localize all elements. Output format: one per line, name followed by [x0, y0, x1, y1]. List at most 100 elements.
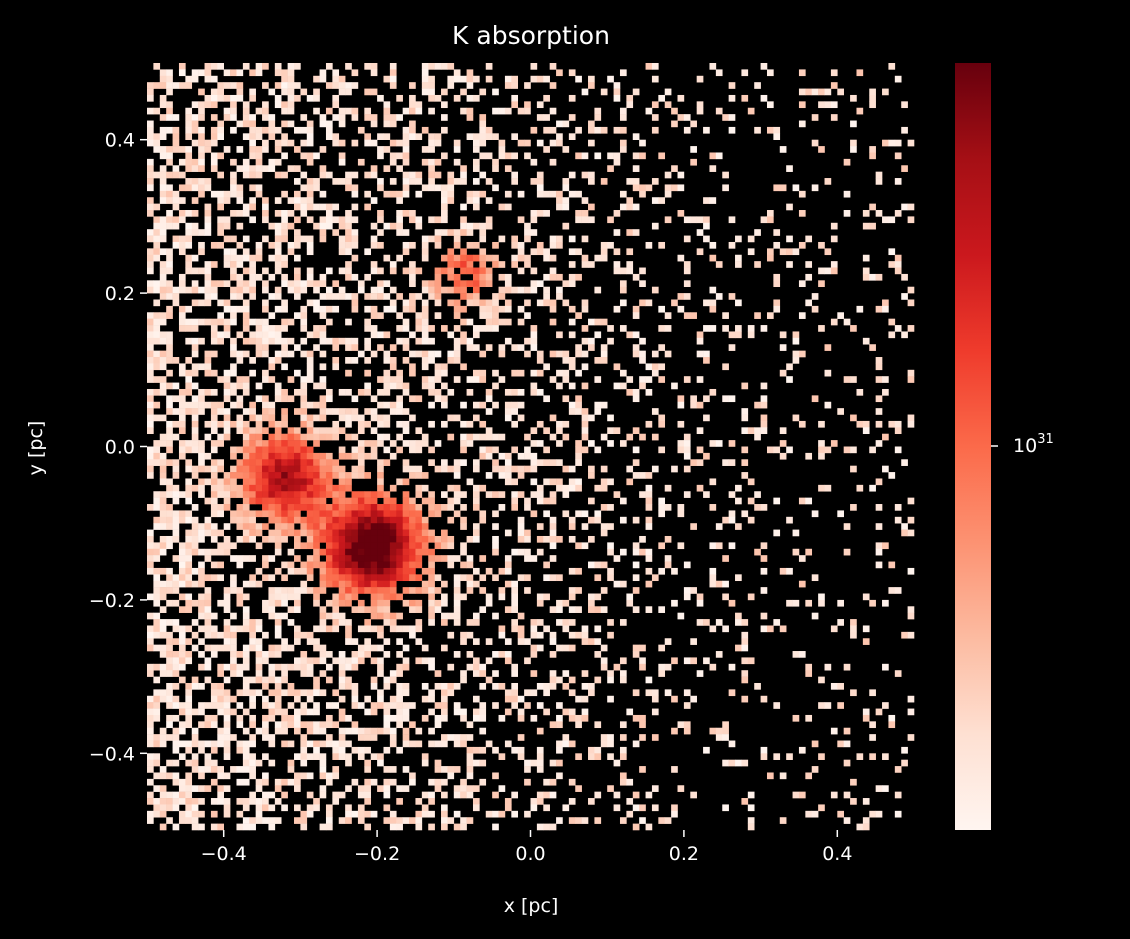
heatmap-cell: [370, 555, 378, 562]
heatmap-cell: [300, 235, 308, 243]
heatmap-cell: [434, 376, 442, 383]
heatmap-cell: [524, 222, 531, 230]
heatmap-cell: [332, 363, 340, 371]
heatmap-cell: [377, 702, 384, 709]
heatmap-cell: [249, 337, 256, 345]
heatmap-cell: [907, 708, 915, 716]
heatmap-cell: [204, 548, 212, 556]
heatmap-cell: [319, 484, 327, 492]
heatmap-cell: [530, 452, 538, 460]
heatmap-cell: [690, 401, 697, 409]
heatmap-cell: [178, 414, 186, 422]
heatmap-cell: [741, 670, 749, 677]
heatmap-cell: [460, 433, 467, 441]
heatmap-cell: [217, 785, 224, 792]
heatmap-cell: [504, 408, 512, 415]
heatmap-cell: [319, 721, 327, 729]
heatmap-cell: [511, 625, 519, 633]
heatmap-cell: [185, 337, 193, 345]
heatmap-cell: [230, 472, 237, 479]
heatmap-cell: [549, 254, 557, 262]
heatmap-cell: [862, 427, 870, 435]
heatmap-cell: [683, 657, 691, 665]
heatmap-cell: [159, 606, 167, 613]
heatmap-cell: [600, 241, 608, 249]
heatmap-cell: [651, 75, 659, 83]
heatmap-cell: [242, 350, 250, 358]
heatmap-cell: [862, 798, 870, 805]
heatmap-cell: [735, 235, 742, 243]
heatmap-cell: [351, 216, 359, 224]
heatmap-cell: [185, 165, 193, 172]
heatmap-cell: [185, 567, 193, 575]
heatmap-cell: [524, 350, 531, 358]
heatmap-cell: [441, 714, 448, 722]
heatmap-cell: [217, 171, 224, 179]
heatmap-cell: [428, 459, 435, 466]
heatmap-cell: [415, 548, 423, 556]
heatmap-cell: [262, 721, 269, 729]
heatmap-cell: [498, 261, 506, 268]
heatmap-cell: [153, 689, 161, 697]
heatmap-cell: [255, 663, 263, 671]
heatmap-cell: [453, 235, 461, 243]
heatmap-cell: [274, 778, 282, 786]
heatmap-cell: [300, 484, 308, 492]
heatmap-cell: [242, 465, 250, 473]
heatmap-cell: [460, 823, 467, 831]
heatmap-cell: [485, 657, 493, 665]
heatmap-cell: [287, 663, 295, 671]
heatmap-cell: [294, 714, 301, 722]
heatmap-cell: [147, 203, 154, 211]
heatmap-cell: [402, 599, 410, 607]
heatmap-cell: [306, 555, 314, 562]
heatmap-cell: [575, 817, 582, 824]
heatmap-cell: [300, 746, 308, 754]
heatmap-cell: [651, 63, 659, 70]
heatmap-cell: [709, 254, 717, 262]
heatmap-cell: [313, 535, 320, 543]
heatmap-cell: [389, 178, 397, 185]
heatmap-cell: [524, 689, 531, 697]
heatmap-cell: [185, 261, 193, 268]
heatmap-cell: [530, 459, 538, 466]
heatmap-cell: [626, 433, 634, 441]
heatmap-cell: [242, 478, 250, 486]
heatmap-cell: [198, 408, 205, 415]
heatmap-cell: [319, 472, 327, 479]
heatmap-cell: [300, 114, 308, 121]
heatmap-cell: [434, 682, 442, 690]
heatmap-cell: [466, 344, 474, 351]
heatmap-cell: [306, 433, 314, 441]
heatmap-cell: [268, 651, 276, 658]
heatmap-cell: [466, 94, 474, 102]
heatmap-cell: [460, 318, 467, 326]
heatmap-cell: [556, 331, 563, 339]
heatmap-cell: [760, 612, 768, 620]
heatmap-cell: [287, 222, 295, 230]
heatmap-cell: [536, 484, 544, 492]
heatmap-cell: [230, 94, 237, 102]
heatmap-cell: [185, 561, 193, 569]
heatmap-cell: [402, 510, 410, 518]
heatmap-cell: [153, 337, 161, 345]
heatmap-cell: [517, 414, 525, 422]
heatmap-cell: [300, 523, 308, 530]
heatmap-cell: [255, 325, 263, 332]
heatmap-cell: [402, 152, 410, 160]
heatmap-cell: [242, 497, 250, 505]
heatmap-cell: [274, 146, 282, 153]
heatmap-cell: [894, 516, 902, 524]
heatmap-cell: [313, 746, 320, 754]
heatmap-cell: [441, 88, 448, 96]
heatmap-cell: [249, 465, 256, 473]
heatmap-cell: [255, 440, 263, 447]
heatmap-cell: [159, 798, 167, 805]
heatmap-cell: [147, 593, 154, 601]
heatmap-cell: [332, 619, 340, 626]
heatmap-cell: [735, 331, 742, 339]
heatmap-cell: [786, 753, 793, 760]
heatmap-cell: [651, 369, 659, 377]
heatmap-cell: [306, 504, 314, 511]
heatmap-cell: [166, 126, 173, 134]
